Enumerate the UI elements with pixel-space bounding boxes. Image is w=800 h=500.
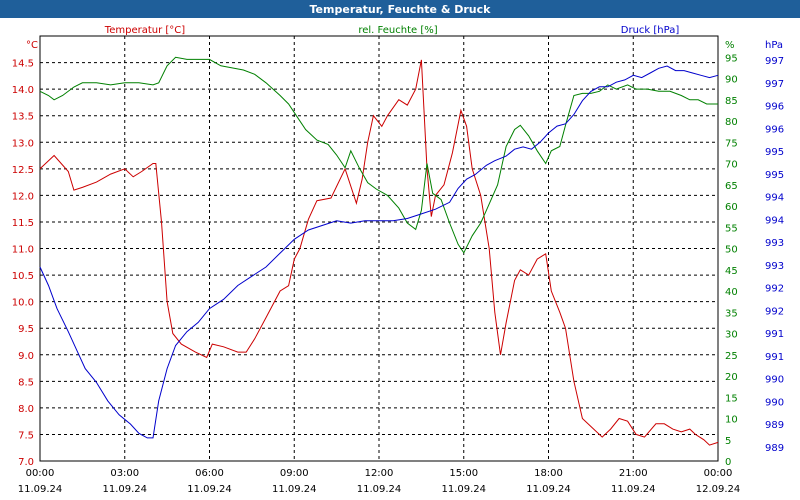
hum-unit: % — [725, 40, 735, 51]
temp-tick-label: 7.0 — [18, 457, 34, 468]
press-series-line — [39, 65, 719, 439]
hum-tick-label: 70 — [725, 160, 738, 171]
press-tick-label: 991 — [765, 329, 784, 340]
press-tick-label: 990 — [765, 375, 784, 386]
hum-tick-label: 65 — [725, 181, 738, 192]
press-unit: hPa — [765, 40, 783, 51]
hum-axis-label: rel. Feuchte [%] — [358, 25, 437, 36]
x-tick-time: 06:00 — [195, 468, 224, 479]
press-tick-label: 996 — [765, 102, 784, 113]
temp-tick-label: 8.5 — [18, 377, 34, 388]
press-tick-label: 992 — [765, 306, 784, 317]
temp-tick-label: 12.5 — [12, 165, 34, 176]
x-tick-date: 11.09.24 — [102, 484, 147, 495]
hum-tick-label: 90 — [725, 75, 738, 86]
press-tick-label: 995 — [765, 170, 784, 181]
temp-axis-label: Temperatur [°C] — [104, 25, 185, 36]
hum-tick-label: 60 — [725, 202, 738, 213]
press-tick-label: 989 — [765, 420, 784, 431]
x-tick-date: 11.09.24 — [441, 484, 486, 495]
press-tick-label: 992 — [765, 284, 784, 295]
hum-tick-label: 80 — [725, 117, 738, 128]
x-tick-date: 11.09.24 — [18, 484, 63, 495]
temp-tick-label: 11.5 — [12, 218, 34, 229]
temp-tick-label: 7.5 — [18, 430, 34, 441]
press-axis-label: Druck [hPa] — [621, 25, 680, 36]
temp-tick-label: 14.5 — [12, 59, 34, 70]
x-tick-time: 18:00 — [534, 468, 563, 479]
temp-tick-label: 10.5 — [12, 271, 34, 282]
hum-tick-label: 95 — [725, 53, 738, 64]
temp-series-line — [39, 59, 719, 446]
press-tick-label: 989 — [765, 443, 784, 454]
hum-tick-label: 75 — [725, 138, 738, 149]
x-tick-time: 12:00 — [365, 468, 394, 479]
hum-tick-label: 10 — [725, 415, 738, 426]
press-tick-label: 997 — [765, 56, 784, 67]
hum-tick-label: 40 — [725, 287, 738, 298]
temp-tick-label: 13.0 — [12, 138, 34, 149]
hum-tick-label: 85 — [725, 96, 738, 107]
press-tick-label: 994 — [765, 193, 784, 204]
x-tick-date: 12.09.24 — [696, 484, 741, 495]
x-tick-time: 09:00 — [280, 468, 309, 479]
x-tick-date: 11.09.24 — [187, 484, 232, 495]
hum-tick-label: 50 — [725, 245, 738, 256]
chart-title: Temperatur, Feuchte & Druck — [0, 0, 800, 18]
temp-tick-label: 8.0 — [18, 404, 34, 415]
press-tick-label: 993 — [765, 238, 784, 249]
press-tick-label: 990 — [765, 397, 784, 408]
temp-tick-label: 14.0 — [12, 85, 34, 96]
temp-tick-label: 9.5 — [18, 324, 34, 335]
x-tick-time: 00:00 — [26, 468, 55, 479]
press-tick-label: 994 — [765, 215, 784, 226]
x-tick-time: 00:00 — [704, 468, 733, 479]
temp-tick-label: 12.0 — [12, 191, 34, 202]
temp-tick-label: 10.0 — [12, 298, 34, 309]
x-tick-time: 15:00 — [449, 468, 478, 479]
press-tick-label: 995 — [765, 147, 784, 158]
temp-tick-label: 13.5 — [12, 112, 34, 123]
hum-tick-label: 25 — [725, 351, 738, 362]
x-tick-date: 11.09.24 — [526, 484, 571, 495]
x-tick-time: 03:00 — [110, 468, 139, 479]
press-tick-label: 991 — [765, 352, 784, 363]
x-tick-date: 11.09.24 — [611, 484, 656, 495]
hum-tick-label: 0 — [725, 457, 731, 468]
hum-tick-label: 55 — [725, 223, 738, 234]
hum-tick-label: 20 — [725, 372, 738, 383]
press-tick-label: 997 — [765, 79, 784, 90]
temp-tick-label: 11.0 — [12, 245, 34, 256]
hum-tick-label: 45 — [725, 266, 738, 277]
hum-tick-label: 30 — [725, 330, 738, 341]
press-tick-label: 993 — [765, 261, 784, 272]
press-tick-label: 996 — [765, 124, 784, 135]
temp-tick-label: 9.0 — [18, 351, 34, 362]
x-tick-time: 21:00 — [619, 468, 648, 479]
temp-unit: °C — [26, 40, 38, 51]
x-tick-date: 11.09.24 — [272, 484, 317, 495]
hum-tick-label: 35 — [725, 308, 738, 319]
hum-tick-label: 5 — [725, 436, 731, 447]
hum-tick-label: 15 — [725, 393, 738, 404]
x-tick-date: 11.09.24 — [357, 484, 402, 495]
